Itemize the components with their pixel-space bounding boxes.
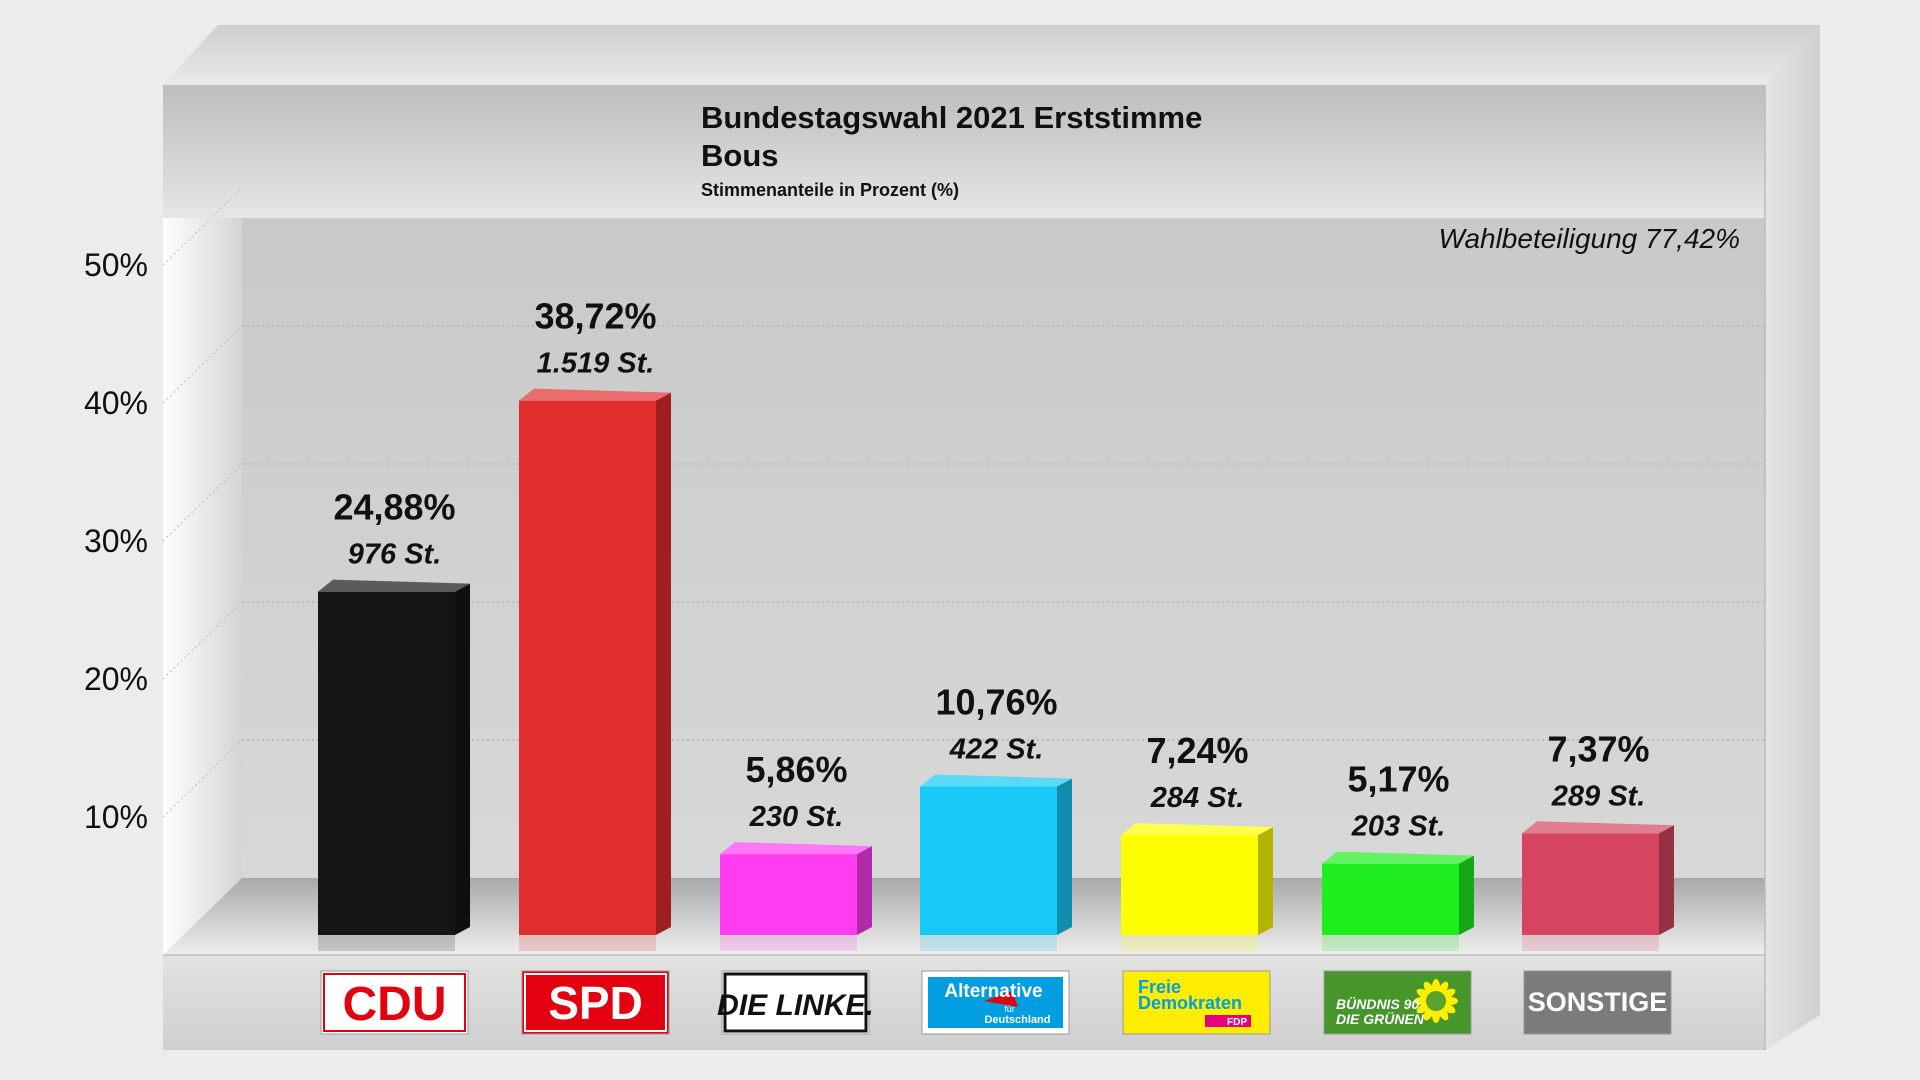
votes-label: 976 St. [348,539,442,571]
bars [318,388,1674,951]
bar-front [720,854,857,935]
bar [1121,823,1273,951]
bar-front [318,591,455,935]
y-tick-label: 30% [84,523,148,559]
chart-header: Bundestagswahl 2021 Erststimme Bous Stim… [701,100,1740,254]
sunflower-icon [1426,991,1446,1011]
side-gridline [162,739,243,818]
y-tick-label: 40% [84,385,148,421]
bar [318,579,470,951]
bar [920,774,1072,951]
chart-subtitle: Bous [701,138,779,173]
logo-panel [1205,1015,1251,1027]
chart-subnote: Stimmenanteile in Prozent (%) [701,180,959,200]
bar-side [1659,825,1674,935]
value-label: 5,17% [1347,759,1449,800]
party-logo: SONSTIGE [1523,970,1672,1035]
logo-background [320,970,469,1035]
frame-right-face [1765,25,1820,1050]
votes-label: 230 St. [749,801,844,833]
gridlines [162,187,1765,818]
logo-text: Demokraten [1138,993,1242,1013]
logo-border [524,973,667,1032]
party-logo: SPD [521,970,670,1035]
bar-top [1322,851,1474,864]
bar-side [1057,778,1072,935]
bar-top [720,842,872,855]
y-tick-label: 50% [84,247,148,283]
value-label: 7,24% [1146,730,1248,771]
logo-text: DIE GRÜNEN [1336,1011,1425,1027]
votes-label: 284 St. [1150,782,1245,814]
value-label: 24,88% [333,487,455,528]
frame-top-face [163,25,1820,85]
chart-title: Bundestagswahl 2021 Erststimme [701,100,1202,135]
party-logo: CDU [320,970,469,1035]
logo-text: SONSTIGE [1528,987,1668,1017]
logo-background [521,970,670,1035]
logo-border [323,973,466,1032]
value-label: 10,76% [935,682,1057,723]
votes-label: 1.519 St. [537,348,655,380]
y-axis-ticks: 10% 20% 30% 40% 50% [84,247,148,835]
bar-top [1121,823,1273,836]
logo-background [1523,970,1672,1035]
bar-top [1522,821,1674,834]
bar [519,388,671,951]
bar-top [318,579,470,592]
bar-front [1121,835,1258,935]
bar-top [920,774,1072,787]
side-gridline [162,187,243,266]
logo-border [723,972,868,1033]
bar [1322,851,1474,951]
votes-label: 203 St. [1351,811,1446,843]
logo-text: BÜNDNIS 90 [1336,996,1419,1012]
side-gridline [162,601,243,680]
bar [720,842,872,951]
votes-label: 422 St. [949,734,1044,766]
bar [1522,821,1674,951]
logo-background [721,970,870,1035]
bar-front [1522,833,1659,935]
y-tick-label: 20% [84,661,148,697]
plot-back-wall [242,218,1765,878]
bar-side [455,583,470,935]
logo-text: für [1004,1004,1015,1014]
y-tick-label: 10% [84,799,148,835]
bar-side [1459,855,1474,935]
party-logo: DIE LINKE. [717,970,874,1035]
logo-text: Freie [1138,977,1181,997]
side-gridline [162,463,243,542]
logo-text: DIE LINKE. [717,989,874,1022]
bar-labels: 24,88% 976 St. 38,72% 1.519 St. 5,86% 230 St.… [333,296,1649,843]
bar-side [1258,827,1273,935]
logo-text: CDU [343,978,447,1031]
turnout-annotation: Wahlbeteiligung 77,42% [1439,223,1740,254]
bar-front [519,400,656,935]
bar-front [1322,863,1459,935]
value-label: 38,72% [534,296,656,337]
side-gridline [162,325,243,404]
bar-side [656,392,671,935]
votes-label: 289 St. [1551,780,1646,812]
logo-text: SPD [548,977,643,1029]
bar-top [519,388,671,401]
logo-text: Deutschland [984,1014,1050,1026]
logo-text: Alternative [944,981,1042,1002]
bar-front [920,786,1057,935]
value-label: 5,86% [745,749,847,790]
header-panel [163,85,1765,218]
arrow-icon [984,991,1018,1007]
party-logos: CDU SPD DIE LINKE. Alternative fürDeutschlan… [320,970,1672,1035]
logo-text: FDP [1227,1017,1247,1028]
bar-side [857,846,872,935]
value-label: 7,37% [1547,728,1649,769]
left-side-wall [163,218,242,955]
